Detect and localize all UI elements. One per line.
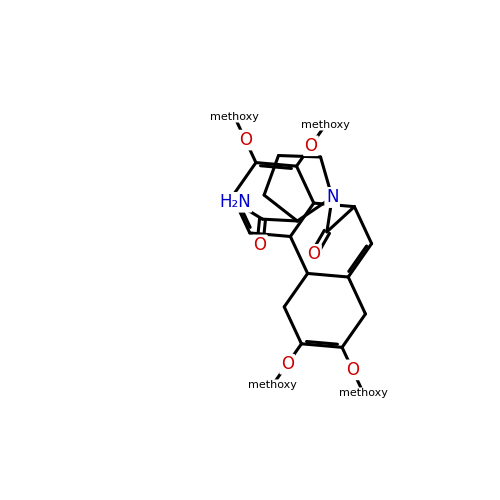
- Text: N: N: [326, 188, 338, 206]
- Text: N: N: [326, 188, 338, 206]
- Text: O: O: [254, 236, 266, 254]
- Text: O: O: [346, 361, 359, 379]
- Text: O: O: [308, 246, 320, 264]
- Text: O: O: [280, 355, 293, 373]
- Text: O: O: [239, 131, 252, 149]
- Text: H₂N: H₂N: [219, 194, 251, 212]
- Text: methoxy: methoxy: [248, 380, 297, 390]
- Text: methoxy: methoxy: [301, 120, 350, 130]
- Text: methoxy: methoxy: [210, 112, 259, 122]
- Text: methoxy: methoxy: [339, 388, 388, 398]
- Text: O: O: [304, 137, 318, 155]
